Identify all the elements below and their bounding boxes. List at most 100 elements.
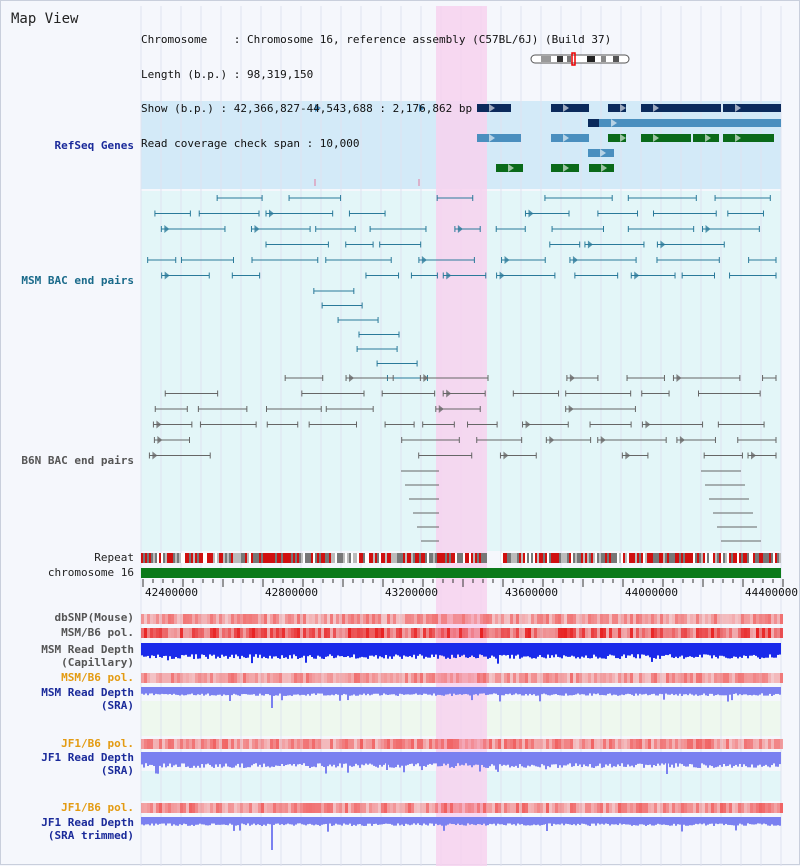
jf1-depth-trimmed-bar (193, 817, 195, 826)
repeat-element (567, 553, 569, 563)
msm-depth-capillary-bar (753, 643, 755, 655)
jf1-depth-trimmed-bar (559, 817, 561, 825)
msm-depth-sra-bar-spike (229, 687, 231, 701)
msm-depth-sra-bar (603, 687, 605, 696)
jf1-pol-cell-2 (276, 803, 279, 813)
dbsnp-cell (336, 614, 339, 624)
msm-depth-capillary-bar (507, 643, 509, 656)
jf1-pol-cell-2 (630, 803, 633, 813)
dbsnp-cell (639, 614, 642, 624)
msm-pol-cell-2 (351, 673, 354, 683)
msm-depth-capillary-bar (297, 643, 299, 659)
jf1-pol-cell (468, 739, 471, 749)
dbsnp-cell (195, 614, 198, 624)
jf1-pol-cell-2 (657, 803, 660, 813)
jf1-pol-cell-2 (600, 803, 603, 813)
msm-pol-cell-2 (681, 673, 684, 683)
dbsnp-cell (516, 614, 519, 624)
jf1-pol-cell-2 (474, 803, 477, 813)
repeat-element (141, 553, 143, 563)
dbsnp-cell (759, 614, 762, 624)
msm-depth-capillary-bar (653, 643, 655, 658)
jf1-depth-sra-bar (393, 752, 395, 768)
jf1-pol-cell (627, 739, 630, 749)
repeat-element (197, 553, 199, 563)
track-label-b6n-bac[interactable]: B6N BAC end pairs (21, 454, 134, 467)
repeat-element (353, 553, 355, 563)
msm-depth-sra-bar (335, 687, 337, 695)
jf1-depth-trimmed-bar (391, 817, 393, 825)
msm-pol-cell-2 (594, 673, 597, 683)
dbsnp-cell (327, 614, 330, 624)
jf1-pol-cell (321, 739, 324, 749)
repeat-element (361, 553, 363, 563)
msm-pol-cell-2 (375, 673, 378, 683)
jf1-pol-cell-2 (432, 803, 435, 813)
msm-depth-capillary-bar (255, 643, 257, 655)
msm-depth-sra-bar (373, 687, 375, 694)
dbsnp-cell (408, 614, 411, 624)
jf1-depth-sra-bar (723, 752, 725, 764)
msm-depth-sra-bar (339, 687, 341, 701)
msm-pol-cell-2 (216, 673, 219, 683)
jf1-depth-trimmed-bar (313, 817, 315, 826)
track-label-msm-bac[interactable]: MSM BAC end pairs (21, 274, 134, 287)
msm-depth-sra-bar (325, 687, 327, 696)
msm-pol-cell (330, 628, 333, 638)
jf1-depth-trimmed-bar (661, 817, 663, 825)
jf1-depth-sra-bar (437, 752, 439, 767)
msm-pol-cell (270, 628, 273, 638)
msm-depth-capillary-bar (621, 643, 623, 657)
msm-pol-cell (591, 628, 594, 638)
jf1-pol-cell (495, 739, 498, 749)
dbsnp-cell (501, 614, 504, 624)
msm-depth-capillary-bar (479, 643, 481, 655)
jf1-depth-sra-bar (215, 752, 217, 765)
msm-pol-cell (534, 628, 537, 638)
msm-depth-sra-bar (689, 687, 691, 694)
dbsnp-cell (399, 614, 402, 624)
msm-depth-sra-bar (307, 687, 309, 695)
jf1-depth-sra-bar (371, 752, 373, 765)
repeat-element (657, 553, 659, 563)
msm-pol-cell (237, 628, 240, 638)
msm-pol-cell-2 (423, 673, 426, 683)
repeat-element (661, 553, 663, 563)
msm-depth-capillary-bar (469, 643, 471, 658)
jf1-depth-sra-bar (567, 752, 569, 765)
jf1-pol-cell (384, 739, 387, 749)
msm-depth-capillary-bar (219, 643, 221, 658)
msm-depth-sra-bar (617, 687, 619, 696)
jf1-depth-trimmed-bar (611, 817, 613, 825)
jf1-depth-trimmed-bar (763, 817, 765, 824)
msm-depth-capillary-bar (195, 643, 197, 655)
msm-pol-cell (432, 628, 435, 638)
jf1-depth-trimmed-bar (567, 817, 569, 825)
msm-depth-capillary-bar (317, 643, 319, 656)
jf1-depth-sra-bar (261, 752, 263, 768)
jf1-depth-sra-bar (427, 752, 429, 765)
dbsnp-cell (612, 614, 615, 624)
jf1-pol-cell (165, 739, 168, 749)
jf1-pol-cell (759, 739, 762, 749)
dbsnp-cell (738, 614, 741, 624)
track-label-refseq-genes[interactable]: RefSeq Genes (54, 139, 134, 152)
jf1-depth-sra-bar (325, 752, 327, 774)
jf1-depth-sra-bar (317, 752, 319, 764)
repeat-element (533, 553, 535, 563)
jf1-depth-sra-bar (151, 752, 153, 765)
msm-pol-cell (477, 628, 480, 638)
msm-depth-capillary-bar (623, 643, 625, 655)
msm-pol-cell (246, 628, 249, 638)
msm-pol-cell (291, 628, 294, 638)
msm-depth-capillary-bar (697, 643, 699, 657)
jf1-depth-sra-bar (661, 752, 663, 764)
jf1-depth-sra-bar (677, 752, 679, 767)
jf1-pol-cell-2 (561, 803, 564, 813)
msm-depth-capillary-bar (179, 643, 181, 659)
msm-depth-sra-bar (441, 687, 443, 696)
msm-pol-cell-2 (660, 673, 663, 683)
msm-pol-cell-2 (672, 673, 675, 683)
repeat-element (277, 553, 279, 563)
